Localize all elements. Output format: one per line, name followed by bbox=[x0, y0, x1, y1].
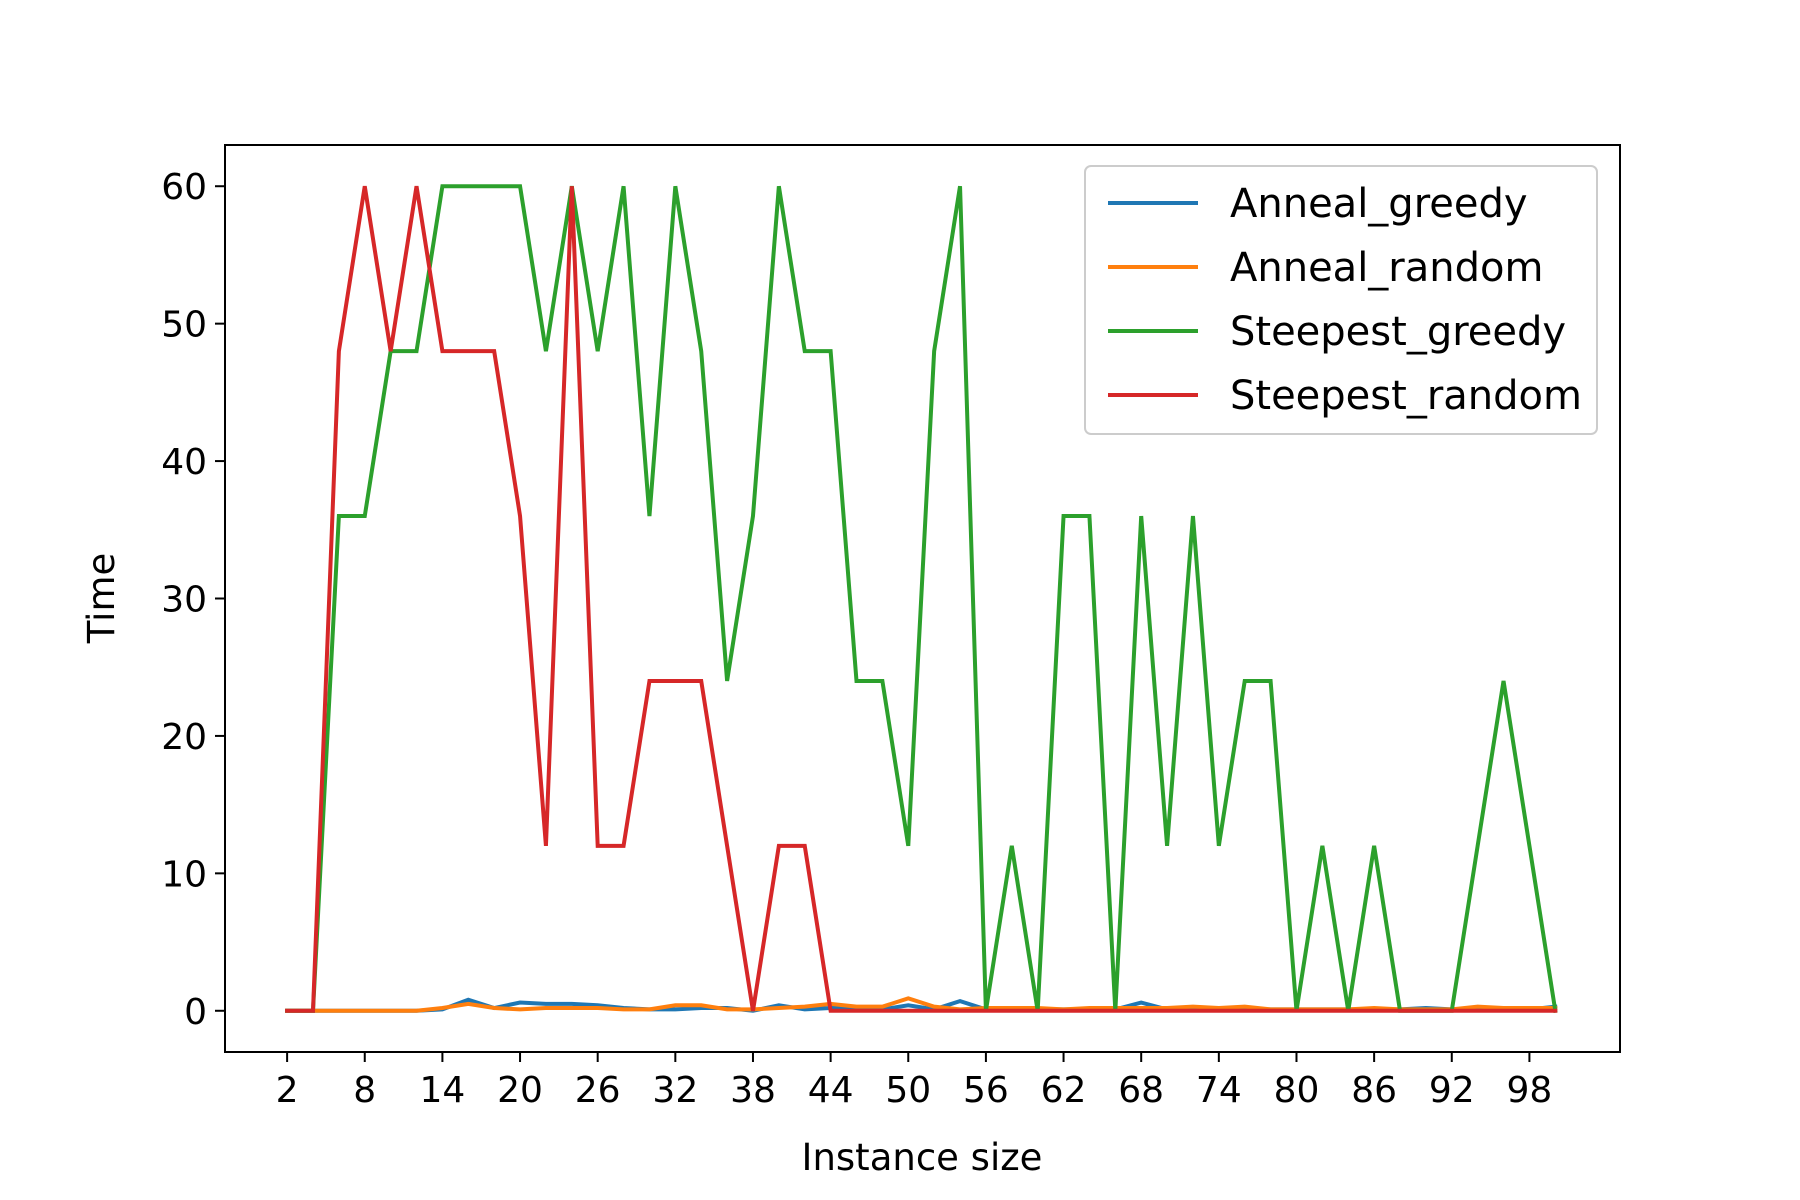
y-tick-label: 10 bbox=[161, 854, 207, 895]
series-line-steepest-random bbox=[285, 185, 1558, 1013]
x-axis-label: Instance size bbox=[802, 1136, 1043, 1179]
legend-label: Steepest_greedy bbox=[1230, 309, 1566, 355]
x-tick-label: 80 bbox=[1274, 1070, 1320, 1111]
series-layer bbox=[285, 184, 1558, 1014]
y-axis-label: Time bbox=[80, 553, 123, 645]
x-tick-label: 44 bbox=[808, 1070, 854, 1111]
y-tick-label: 30 bbox=[161, 580, 207, 621]
legend-label: Steepest_random bbox=[1230, 373, 1582, 419]
legend-label: Anneal_greedy bbox=[1230, 181, 1528, 227]
y-tick-label: 50 bbox=[161, 305, 207, 346]
legend-items: Anneal_greedy Anneal_random Steepest_greed… bbox=[1108, 181, 1582, 419]
x-axis-ticks: 2 8 14 20 26 32 38 44 50 56 62 68 74 80 86 92 98 bbox=[276, 1052, 1553, 1111]
y-tick-label: 60 bbox=[161, 167, 207, 208]
legend-label: Anneal_random bbox=[1230, 245, 1543, 291]
x-tick-label: 20 bbox=[497, 1070, 543, 1111]
y-tick-label: 40 bbox=[161, 442, 207, 483]
legend: Anneal_greedy Anneal_random Steepest_greed… bbox=[1084, 165, 1598, 435]
x-tick-label: 68 bbox=[1118, 1070, 1164, 1111]
series-line-steepest-greedy bbox=[285, 184, 1558, 1014]
y-tick-label: 20 bbox=[161, 717, 207, 758]
x-tick-label: 62 bbox=[1041, 1070, 1087, 1111]
y-axis-ticks: 0 10 20 30 40 50 60 bbox=[161, 167, 225, 1033]
x-tick-label: 32 bbox=[652, 1070, 698, 1111]
x-tick-label: 26 bbox=[575, 1070, 621, 1111]
x-tick-label: 2 bbox=[276, 1070, 299, 1111]
x-tick-label: 92 bbox=[1429, 1070, 1475, 1111]
x-tick-label: 8 bbox=[353, 1070, 376, 1111]
x-tick-label: 56 bbox=[963, 1070, 1009, 1111]
x-tick-label: 50 bbox=[885, 1070, 931, 1111]
x-tick-label: 14 bbox=[419, 1070, 465, 1111]
legend-box bbox=[1084, 165, 1598, 435]
x-tick-label: 86 bbox=[1351, 1070, 1397, 1111]
x-tick-label: 98 bbox=[1507, 1070, 1553, 1111]
x-tick-label: 74 bbox=[1196, 1070, 1242, 1111]
y-tick-label: 0 bbox=[184, 992, 207, 1033]
x-tick-label: 38 bbox=[730, 1070, 776, 1111]
